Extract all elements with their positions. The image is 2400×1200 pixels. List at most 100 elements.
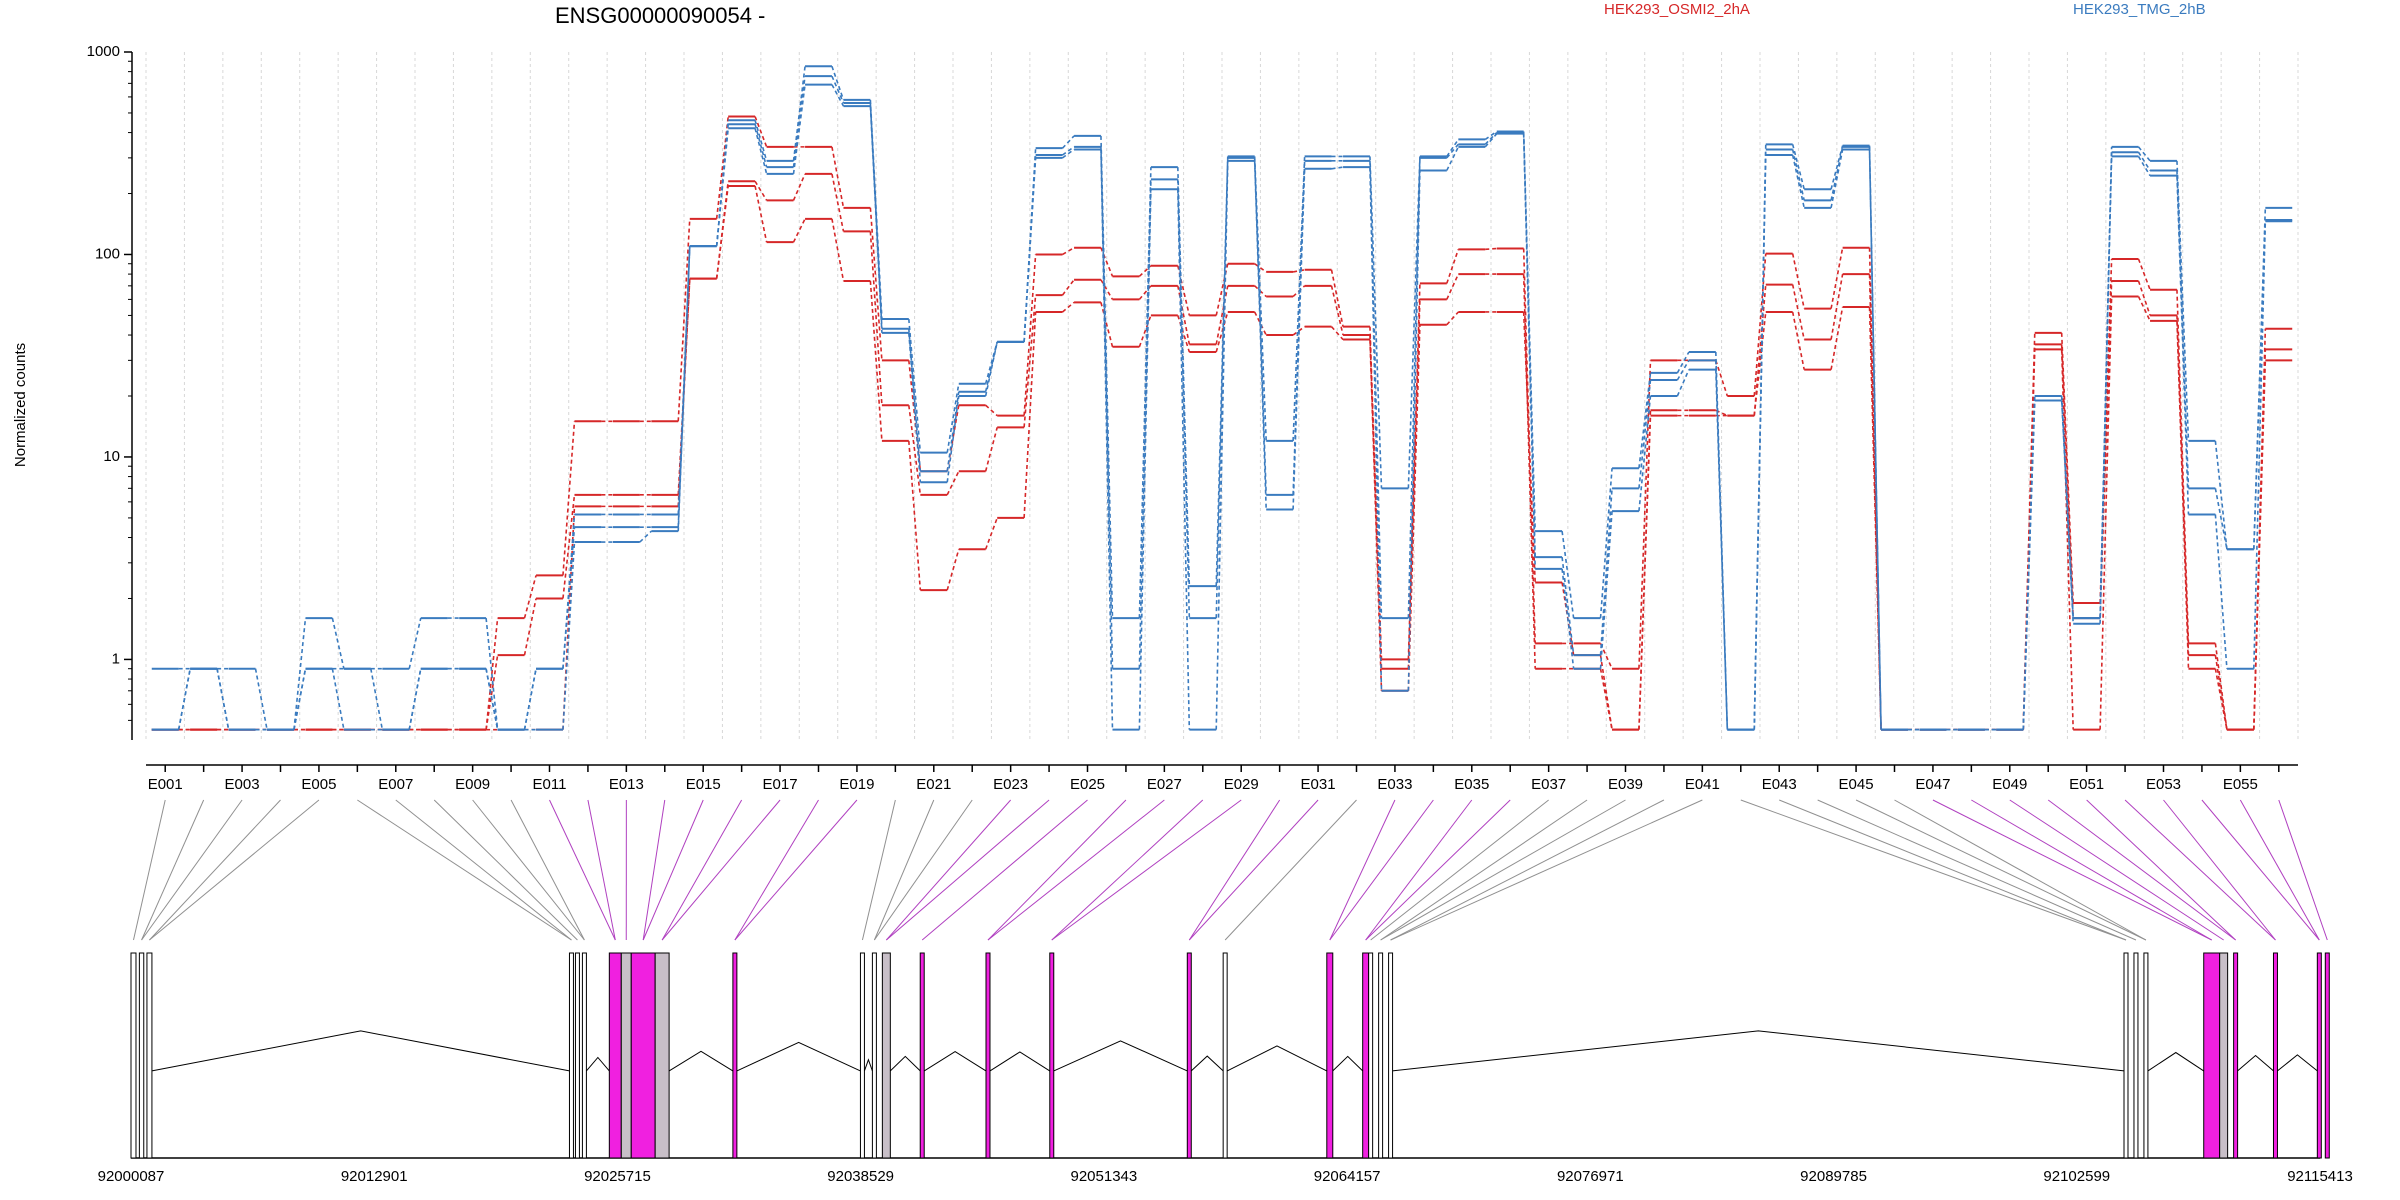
series-connector bbox=[293, 618, 307, 730]
exon-block bbox=[2316, 952, 2322, 1159]
x-tick-label: E021 bbox=[916, 776, 951, 793]
series-connector bbox=[1215, 156, 1229, 587]
series-connector bbox=[946, 395, 960, 483]
exon-connector bbox=[1932, 799, 2212, 941]
exon-connector bbox=[873, 799, 935, 941]
series-connector bbox=[1676, 351, 1690, 374]
x-tick-label: E019 bbox=[839, 776, 874, 793]
x-tick-label: E041 bbox=[1685, 776, 1720, 793]
exon-block bbox=[1222, 952, 1228, 1159]
series-line bbox=[151, 184, 2293, 731]
exon-block bbox=[1378, 952, 1384, 1159]
x-tick-label: E045 bbox=[1839, 776, 1874, 793]
series-connector bbox=[1100, 247, 1114, 277]
series-connector bbox=[2214, 488, 2228, 550]
series-connector bbox=[1292, 269, 1305, 273]
series-connector bbox=[562, 494, 576, 599]
series-connector bbox=[562, 421, 576, 576]
exon-connector bbox=[1855, 799, 2147, 941]
series-connector bbox=[523, 668, 537, 730]
series-connector bbox=[1753, 253, 1767, 397]
series-connector bbox=[985, 404, 998, 417]
series-connector bbox=[216, 668, 230, 730]
exon-connector bbox=[1365, 799, 1511, 941]
series-connector bbox=[1791, 311, 1805, 370]
exon-block bbox=[881, 952, 891, 1159]
series-connector bbox=[1138, 179, 1152, 669]
series-connector bbox=[1599, 511, 1613, 669]
exon-connector bbox=[510, 799, 585, 941]
series-connector bbox=[1100, 302, 1114, 347]
exon-connector bbox=[141, 799, 205, 941]
exon-connector bbox=[2009, 799, 2224, 941]
series-connector bbox=[984, 341, 998, 397]
x-tick-label: E011 bbox=[533, 776, 567, 793]
exon-connector bbox=[433, 799, 578, 941]
series-connector bbox=[2060, 349, 2074, 730]
series-connector bbox=[677, 218, 691, 422]
series-connector bbox=[1330, 269, 1344, 327]
y-axis-label: Normalized counts bbox=[12, 343, 29, 467]
series-connector bbox=[1484, 133, 1498, 148]
series-connector bbox=[2253, 221, 2267, 669]
series-connector bbox=[1599, 643, 1613, 670]
series-connector bbox=[1561, 531, 1575, 619]
series-connector bbox=[1100, 149, 1114, 730]
exon-connector bbox=[921, 799, 1088, 941]
series-connector bbox=[2137, 280, 2151, 316]
series-connector bbox=[485, 655, 499, 730]
exon-connector bbox=[886, 799, 1050, 941]
x-tick-label: E047 bbox=[1915, 776, 1950, 793]
exon-connector bbox=[1971, 799, 2212, 941]
series-connector bbox=[1215, 160, 1229, 730]
series-connector bbox=[1638, 360, 1652, 669]
series-connector bbox=[754, 120, 768, 162]
x-tick-label: E049 bbox=[1992, 776, 2027, 793]
x-tick-label: E009 bbox=[455, 776, 490, 793]
exon-connector bbox=[1329, 799, 1396, 941]
exon-connector bbox=[861, 799, 896, 941]
exon-connector bbox=[1779, 799, 2127, 941]
x-tick-label: E015 bbox=[686, 776, 721, 793]
series-connector bbox=[2176, 160, 2190, 441]
exon-block bbox=[2143, 952, 2149, 1159]
exon-connector bbox=[1329, 799, 1434, 941]
series-connector bbox=[293, 668, 307, 730]
intron-line bbox=[1332, 1055, 1364, 1072]
exon-connector bbox=[2278, 799, 2328, 941]
series-connector bbox=[869, 231, 883, 406]
series-connector bbox=[2060, 400, 2074, 624]
x-tick-label: E013 bbox=[609, 776, 644, 793]
series-connector bbox=[331, 668, 345, 730]
series-connector bbox=[1253, 311, 1267, 336]
series-connector bbox=[1715, 360, 1729, 397]
series-connector bbox=[331, 617, 345, 669]
series-connector bbox=[831, 75, 845, 104]
series-connector bbox=[1369, 156, 1383, 489]
series-connector bbox=[1830, 247, 1844, 309]
exon-connector bbox=[642, 799, 666, 941]
intron-line bbox=[586, 1056, 610, 1072]
series-connector bbox=[1485, 247, 1497, 251]
series-connector bbox=[1522, 133, 1536, 569]
exon-block bbox=[146, 952, 153, 1159]
series-connector bbox=[2137, 151, 2151, 171]
x-tick-label: E027 bbox=[1147, 776, 1182, 793]
exon-connector bbox=[2124, 799, 2276, 941]
exon-block bbox=[1362, 952, 1370, 1159]
y-tick-label: 10 bbox=[103, 448, 120, 465]
exon-connector bbox=[1390, 799, 1703, 941]
exon-connector bbox=[133, 799, 166, 941]
series-connector bbox=[485, 668, 499, 730]
exon-block bbox=[138, 952, 145, 1159]
exon-connector bbox=[661, 799, 781, 941]
x-tick-label: E051 bbox=[2069, 776, 2104, 793]
series-connector bbox=[1791, 144, 1805, 190]
series-connector bbox=[908, 440, 922, 591]
exon-connector bbox=[1365, 799, 1473, 941]
series-connector bbox=[1868, 149, 1882, 730]
series-connector bbox=[754, 128, 768, 175]
series-connector bbox=[2060, 395, 2074, 619]
intron-line bbox=[1190, 1055, 1224, 1072]
x-tick-label: E017 bbox=[763, 776, 798, 793]
